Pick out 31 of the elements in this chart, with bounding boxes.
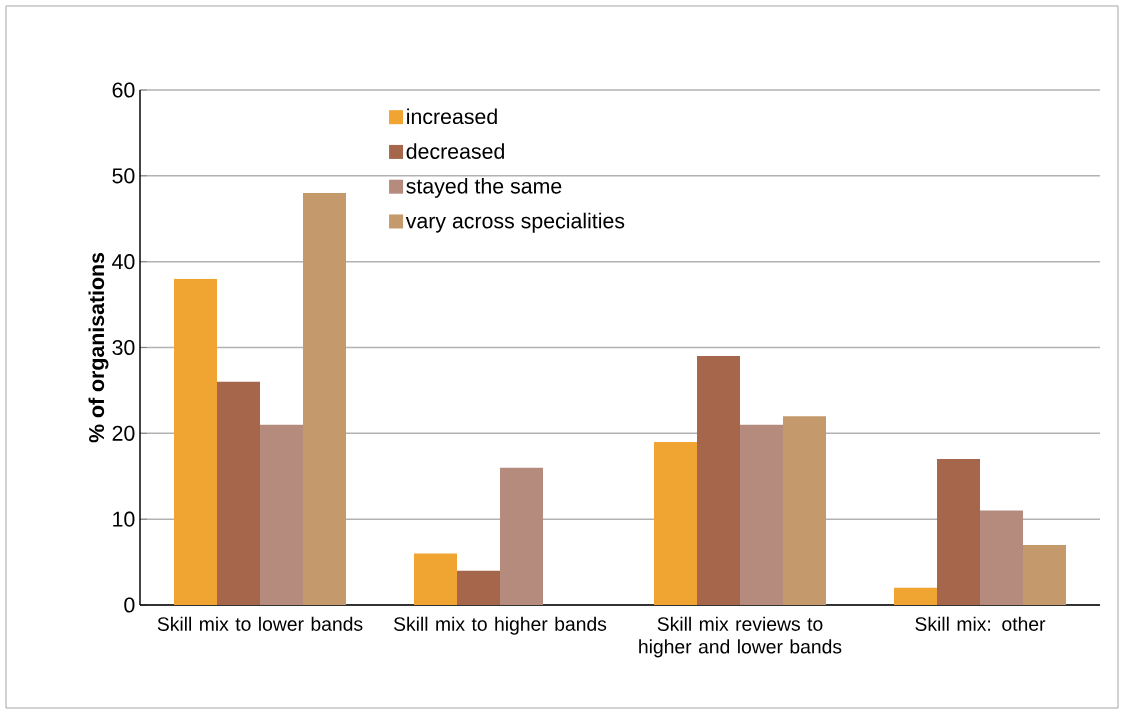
bar [457, 570, 501, 605]
bar [894, 587, 938, 605]
bar [303, 192, 347, 605]
y-tick-label: 10 [113, 511, 135, 527]
bar [980, 510, 1024, 605]
y-tick-label: 60 [112, 82, 135, 98]
legend-label: vary across specialities [405, 212, 625, 233]
legend-label: stayed the same [406, 177, 562, 198]
bar [414, 553, 458, 605]
bar [1023, 544, 1067, 605]
y-axis-title: % of organisations [88, 252, 109, 443]
x-tick-label: Skill mix: other [915, 616, 1046, 631]
bar [217, 381, 261, 605]
bar [740, 424, 784, 605]
x-tick-label: Skill mix to higher bands [393, 616, 607, 635]
bar [174, 278, 217, 605]
bar [260, 424, 304, 605]
y-tick-label: 40 [112, 254, 135, 270]
bar [783, 416, 827, 605]
y-tick-label: 30 [112, 339, 135, 356]
bar [937, 459, 981, 605]
x-tick-label: Skill mix to lower bands [157, 616, 363, 631]
bar [500, 467, 544, 605]
bar [654, 441, 698, 605]
legend-label: decreased [406, 143, 504, 159]
bar [697, 356, 741, 605]
legend-label: increased [407, 108, 497, 125]
y-tick-label: 50 [112, 168, 135, 184]
y-tick-label: 0 [124, 597, 135, 613]
x-tick-label: Skill mix reviews to higher and lower bands [639, 616, 842, 658]
y-tick-label: 20 [112, 425, 135, 441]
